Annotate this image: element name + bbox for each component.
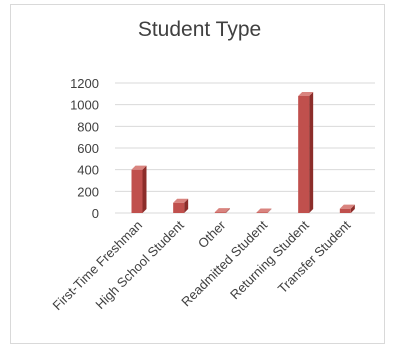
bar xyxy=(214,208,230,213)
y-tick-label: 400 xyxy=(77,163,99,178)
y-tick-label: 1200 xyxy=(70,76,99,91)
bar xyxy=(298,92,314,213)
bar-front xyxy=(339,208,351,213)
bar-side xyxy=(184,198,189,213)
chart-frame xyxy=(10,4,385,344)
bar xyxy=(173,198,189,213)
bar-front xyxy=(173,202,185,213)
bar-top xyxy=(214,208,230,213)
gridlines xyxy=(115,82,375,214)
bar-front xyxy=(131,169,143,213)
bar-side xyxy=(267,208,272,213)
y-tick-label: 200 xyxy=(77,184,99,199)
bar-side xyxy=(350,204,355,213)
bar xyxy=(339,204,355,213)
bar-side xyxy=(142,165,147,213)
bar-front xyxy=(298,96,310,213)
y-tick-label: 0 xyxy=(92,206,99,221)
bar-top xyxy=(131,165,147,170)
bar-top xyxy=(298,92,314,96)
bar-top xyxy=(256,208,272,213)
bar-front xyxy=(214,212,226,213)
y-axis-tick-labels: 0 200 400 600 800 1000 1200 xyxy=(70,76,99,221)
bars xyxy=(131,92,355,213)
category-label: Transfer Student xyxy=(275,217,354,296)
y-tick-label: 800 xyxy=(77,119,99,134)
bar-side xyxy=(309,92,314,213)
y-tick-label: 600 xyxy=(77,141,99,156)
bar xyxy=(131,165,147,213)
chart-title: Student Type xyxy=(137,18,262,41)
category-label: Other xyxy=(195,217,229,251)
y-tick-label: 1000 xyxy=(70,98,99,113)
bar-top xyxy=(339,204,355,209)
bar-top xyxy=(173,198,189,203)
bar xyxy=(256,208,272,213)
bar-side xyxy=(225,208,230,213)
bar-front xyxy=(256,212,268,213)
